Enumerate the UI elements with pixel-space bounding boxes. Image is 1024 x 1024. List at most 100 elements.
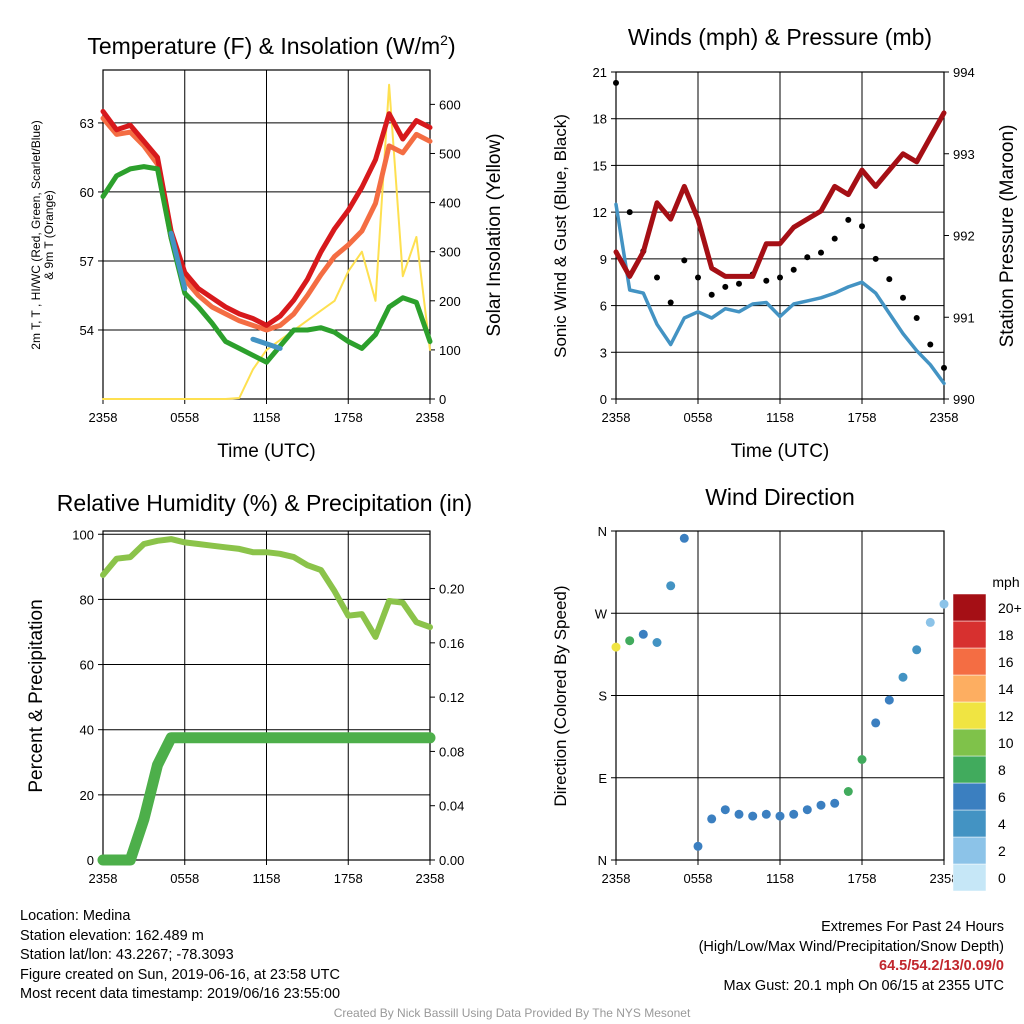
direction-point bbox=[925, 617, 935, 627]
x-tick-label: 2358 bbox=[416, 410, 445, 425]
x-tick-label: 2358 bbox=[416, 871, 445, 886]
legend-swatch bbox=[952, 647, 987, 676]
legend-swatch bbox=[952, 701, 987, 730]
legend-label: 20+ bbox=[998, 600, 1022, 616]
y-left-tick-label: 40 bbox=[80, 723, 94, 738]
direction-point bbox=[611, 642, 621, 652]
x-tick-label: 2358 bbox=[930, 871, 959, 886]
chart-title: Wind Direction bbox=[705, 484, 855, 510]
direction-point bbox=[843, 787, 853, 796]
y-right-tick-label: 0.00 bbox=[439, 853, 464, 868]
y-left-tick-label: 21 bbox=[593, 65, 607, 80]
gust-point bbox=[941, 364, 947, 371]
legend-swatch bbox=[952, 674, 987, 703]
direction-point bbox=[871, 718, 881, 728]
x-tick-label: 2358 bbox=[930, 410, 959, 425]
x-tick-label: 1158 bbox=[253, 410, 281, 425]
x-tick-label: 2358 bbox=[89, 871, 118, 886]
direction-point bbox=[638, 629, 648, 639]
plot-border bbox=[102, 69, 431, 400]
direction-point bbox=[898, 672, 908, 682]
y-left-tick-label: 63 bbox=[80, 116, 94, 131]
gust-point bbox=[736, 280, 742, 287]
y-tick-label: E bbox=[598, 771, 607, 786]
gust-point bbox=[681, 257, 688, 264]
y-left-tick-label: 3 bbox=[600, 345, 607, 360]
station-elevation: Station elevation: 162.489 m bbox=[20, 927, 204, 944]
gust-point bbox=[763, 277, 770, 284]
gust-point bbox=[626, 209, 633, 216]
station-latlon: Station lat/lon: 43.2267; -78.3093 bbox=[20, 947, 234, 963]
gust-point bbox=[872, 255, 879, 262]
direction-point bbox=[761, 809, 771, 819]
direction-point bbox=[830, 798, 840, 808]
plot-frame-0 bbox=[102, 69, 431, 404]
direction-point bbox=[857, 755, 867, 764]
gust-point bbox=[845, 216, 852, 223]
gust-point bbox=[722, 283, 729, 290]
y-tick-label: W bbox=[595, 606, 608, 621]
plot-frame-1 bbox=[615, 71, 945, 404]
direction-point bbox=[775, 811, 785, 821]
plot-frame-2 bbox=[102, 530, 431, 865]
humidity-line bbox=[100, 536, 433, 640]
temperature-series-line-0 bbox=[100, 108, 433, 328]
legend-label: 14 bbox=[998, 681, 1014, 697]
y-right-tick-label: 100 bbox=[439, 343, 461, 358]
y-right-tick-label: 400 bbox=[439, 196, 461, 211]
temperature-series-line-2 bbox=[100, 164, 433, 365]
legend-label: 4 bbox=[998, 816, 1006, 832]
gust-point bbox=[613, 79, 619, 86]
station-info: Location: Medina Station elevation: 162.… bbox=[20, 907, 340, 1005]
y-left-tick-label: 6 bbox=[600, 299, 607, 314]
y-right-tick-label: 0.04 bbox=[439, 799, 464, 814]
legend-swatch bbox=[952, 755, 987, 784]
y-left-tick-label: 0 bbox=[87, 853, 94, 868]
y-right-tick-label: 200 bbox=[439, 294, 461, 309]
chart-title: Relative Humidity (%) & Precipitation (i… bbox=[57, 490, 472, 516]
sonic-wind-line bbox=[614, 202, 946, 386]
y-right-tick-label: 991 bbox=[953, 310, 975, 325]
station-location: Location: Medina bbox=[20, 908, 131, 924]
y-right-tick-label: 300 bbox=[439, 245, 461, 260]
gust-point bbox=[790, 266, 797, 273]
precipitation-line bbox=[97, 732, 436, 866]
y-tick-label: S bbox=[598, 689, 607, 704]
gust-point bbox=[859, 223, 865, 230]
gust-point bbox=[777, 274, 783, 281]
gust-point bbox=[667, 299, 674, 306]
gust-point bbox=[900, 294, 906, 301]
legend-label: 8 bbox=[998, 762, 1006, 778]
extremes-panel: Extremes For Past 24 Hours (High/Low/Max… bbox=[699, 918, 1004, 996]
y-right-tick-label: 0.20 bbox=[439, 582, 464, 597]
y-left-tick-label: 80 bbox=[80, 592, 94, 607]
legend-swatch bbox=[952, 809, 987, 838]
y-left-tick-label: 18 bbox=[593, 112, 607, 127]
legend-swatch bbox=[952, 728, 987, 757]
y-right-tick-label: 994 bbox=[953, 65, 975, 80]
direction-point bbox=[625, 636, 635, 646]
y-right-tick-label: 500 bbox=[439, 146, 461, 161]
y-left-tick-label: 12 bbox=[593, 205, 607, 220]
y-left-tick-label: 60 bbox=[80, 658, 94, 673]
gust-point bbox=[886, 276, 893, 283]
x-tick-label: 1158 bbox=[253, 871, 281, 886]
direction-point bbox=[666, 581, 676, 591]
gust-point bbox=[913, 315, 920, 321]
chart-title: Winds (mph) & Pressure (mb) bbox=[628, 24, 932, 50]
direction-point bbox=[884, 695, 894, 705]
x-tick-label: 0558 bbox=[170, 871, 199, 886]
legend-label: 2 bbox=[998, 843, 1006, 859]
gust-point bbox=[927, 341, 934, 348]
extremes-values: 64.5/54.2/13/0.09/0 bbox=[879, 958, 1004, 974]
direction-point bbox=[693, 841, 703, 851]
legend-label: 10 bbox=[998, 735, 1014, 751]
direction-point bbox=[802, 805, 812, 815]
direction-point bbox=[707, 814, 717, 824]
y-right-tick-label: 600 bbox=[439, 97, 461, 112]
insolation-line bbox=[102, 83, 431, 400]
direction-point bbox=[720, 805, 730, 815]
y-left-tick-label: 57 bbox=[80, 254, 94, 269]
y-left-axis-label: Percent & Precipitation bbox=[26, 599, 47, 792]
